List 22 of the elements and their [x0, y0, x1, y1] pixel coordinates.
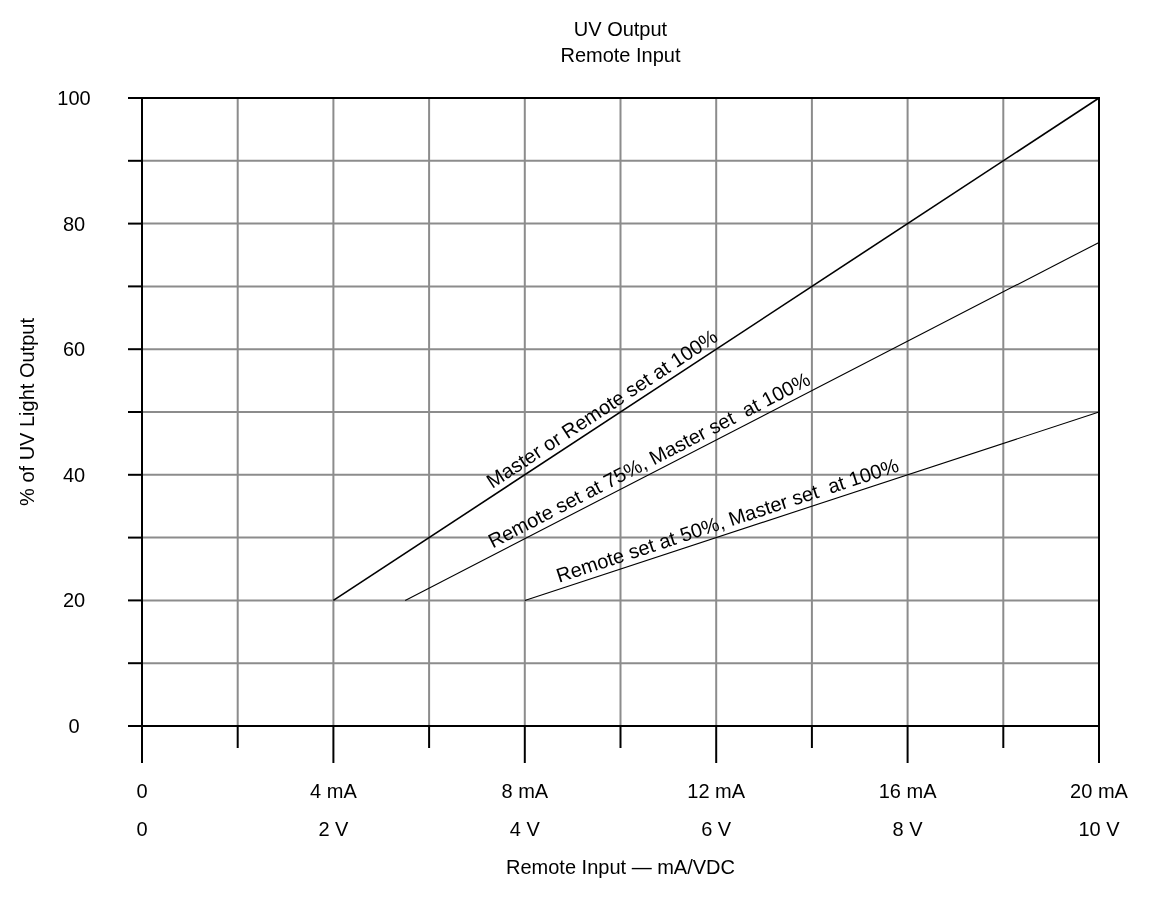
x2-tick-label: 0 — [136, 818, 148, 840]
x2-tick-label: 2 V — [318, 818, 350, 840]
y-tick-label: 40 — [62, 463, 86, 486]
x-tick-label: 0 — [136, 780, 148, 802]
x-axis-title: Remote Input — mA/VDC — [506, 856, 735, 878]
x2-tick-label: 6 V — [701, 818, 732, 840]
chart-subtitle: Remote Input — [560, 44, 681, 66]
x-tick-label: 16 mA — [878, 780, 938, 802]
y-tick-label: 80 — [62, 212, 86, 235]
y-tick-label: 100 — [57, 87, 91, 109]
chart-title: UV Output — [573, 18, 668, 40]
x-tick-label: 12 mA — [687, 780, 746, 802]
x-tick-label: 20 mA — [1070, 780, 1129, 802]
x2-tick-label: 10 V — [1078, 818, 1121, 840]
y-axis-title: % of UV Light Output — [16, 317, 38, 506]
y-tick-label: 0 — [68, 715, 80, 737]
x2-tick-label: 8 V — [892, 818, 924, 840]
y-tick-label: 60 — [62, 338, 86, 361]
y-tick-label: 20 — [62, 589, 86, 612]
x2-tick-label: 4 V — [509, 818, 541, 840]
x-tick-label: 4 mA — [310, 780, 358, 802]
x-tick-label: 8 mA — [501, 780, 549, 802]
